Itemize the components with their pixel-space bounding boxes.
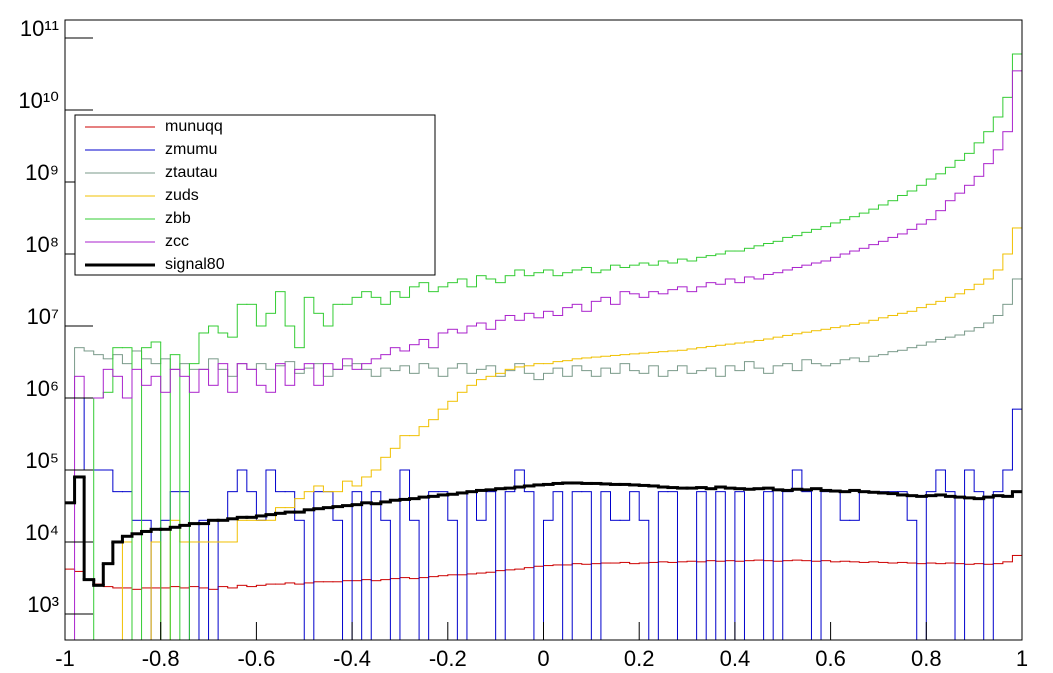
y-tick-label: 10⁸ [25, 232, 59, 257]
legend: munuqq zmumu ztautau zuds zbb zcc signal80 [74, 114, 436, 276]
legend-label: zbb [165, 210, 191, 227]
y-tick-label: 10¹¹ [20, 16, 59, 41]
x-tick-label: -0.4 [333, 646, 371, 671]
legend-label: munuqq [165, 118, 223, 135]
y-tick-label: 10⁹ [25, 160, 59, 185]
plot-area [65, 53, 1022, 640]
x-tick-label: 0.2 [624, 646, 655, 671]
x-tick-label: -0.2 [429, 646, 467, 671]
y-tick-label: 10⁶ [25, 376, 59, 401]
y-tick-label: 10³ [27, 592, 59, 617]
y-tick-label: 10¹⁰ [18, 88, 59, 113]
x-tick-label: 0.8 [911, 646, 942, 671]
legend-label: ztautau [165, 164, 217, 181]
axes: 10³ 10⁴ 10⁵ 10⁶ 10⁷ 10⁸ 10⁹ 10¹⁰ 10¹¹ -1 -0.8 -0.6 -… [18, 16, 1028, 671]
x-tick-label: -0.6 [237, 646, 275, 671]
x-tick-label: 0.4 [720, 646, 751, 671]
x-tick-label: 1 [1016, 646, 1028, 671]
y-tick-label: 10⁷ [27, 304, 59, 329]
legend-label: zuds [165, 187, 199, 204]
legend-label: zmumu [165, 141, 217, 158]
x-tick-label: 0 [537, 646, 549, 671]
legend-label: zcc [165, 233, 189, 250]
x-tick-label: -1 [55, 646, 75, 671]
legend-box [74, 114, 436, 276]
x-tick-label: -0.8 [142, 646, 180, 671]
legend-label: signal80 [165, 256, 225, 273]
x-tick-label: 0.6 [815, 646, 846, 671]
y-tick-label: 10⁵ [25, 448, 59, 473]
y-tick-label: 10⁴ [25, 520, 59, 545]
